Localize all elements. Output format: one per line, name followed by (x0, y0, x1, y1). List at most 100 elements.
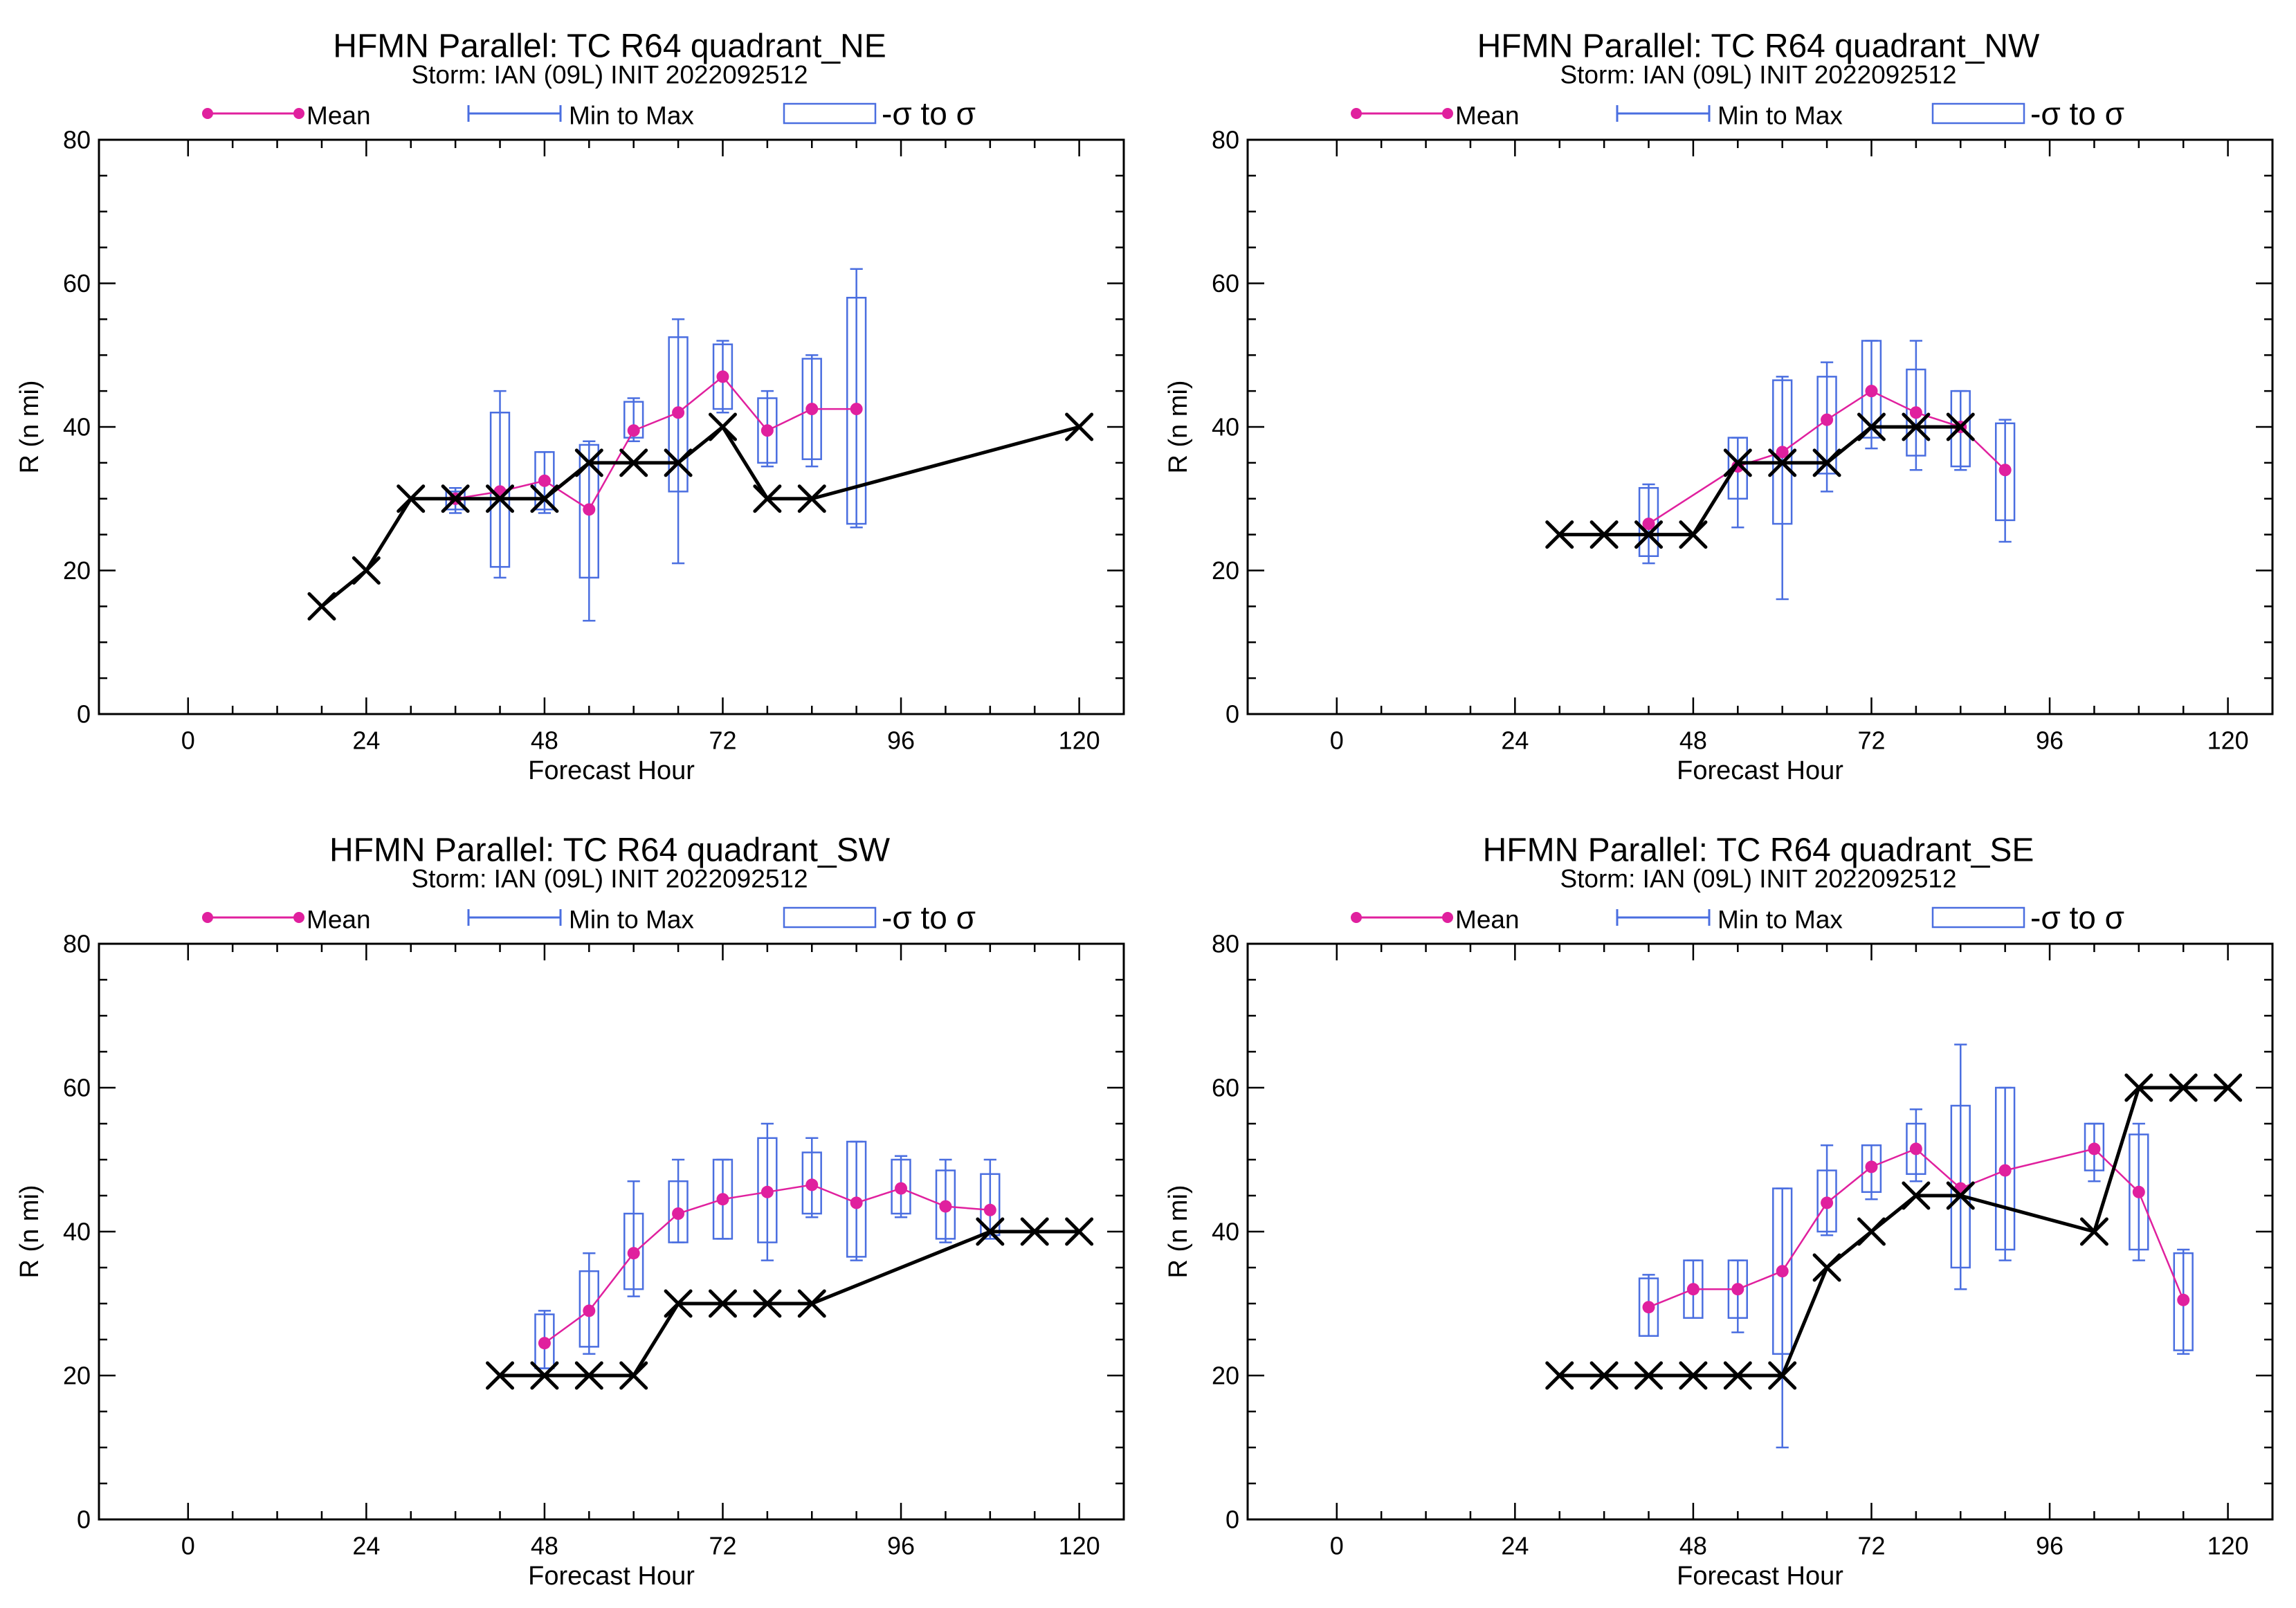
sigma-box (1727, 437, 1748, 500)
observed-marker (1589, 520, 1619, 549)
y-tick-label: 0 (77, 700, 91, 729)
observed-marker (976, 1217, 1005, 1246)
x-tick-label: 24 (1501, 727, 1529, 755)
chart-subtitle: Storm: IAN (09L) INIT 2022092512 (411, 865, 808, 893)
mean-marker (1686, 1283, 1700, 1296)
observed-marker (441, 484, 470, 513)
x-tick-label: 48 (1679, 727, 1707, 755)
mean-marker (583, 1304, 596, 1317)
observed-marker (1679, 1361, 1708, 1390)
y-tick-label: 80 (1212, 930, 1239, 958)
sigma-box (712, 343, 734, 410)
observed-marker (708, 1289, 737, 1318)
ensemble-point (489, 390, 511, 579)
mean-marker (983, 1203, 996, 1216)
observed-marker (1589, 1361, 1619, 1390)
sigma-box (578, 444, 599, 579)
sigma-box (668, 1180, 689, 1243)
y-tick-label: 40 (63, 1218, 91, 1246)
observed-marker (1902, 412, 1931, 441)
x-axis-label: Forecast Hour (1677, 1562, 1843, 1591)
observed-marker (530, 484, 559, 513)
mean-marker (1865, 385, 1878, 398)
mean-marker (1865, 1160, 1878, 1173)
mean-marker (1909, 406, 1922, 419)
x-tick-label: 48 (531, 1532, 558, 1560)
observed-series-line (1559, 425, 1961, 537)
x-tick-label: 0 (1330, 1532, 1344, 1560)
observed-marker (1857, 412, 1886, 441)
observed-marker (486, 484, 515, 513)
observed-marker (797, 484, 826, 513)
x-axis-label: Forecast Hour (1677, 756, 1843, 785)
legend-sigma-label: -σ to σ (882, 95, 976, 131)
mean-marker (716, 1193, 729, 1206)
observed-marker (664, 448, 693, 477)
ensemble-point (980, 1158, 1001, 1240)
observed-marker (1545, 1361, 1574, 1390)
legend-mean-label: Mean (307, 102, 371, 130)
sigma-box (623, 1212, 644, 1290)
ensemble-point (1906, 340, 1926, 471)
sigma-box (1861, 340, 1882, 439)
ensemble-point (1816, 361, 1837, 493)
chart-subtitle: Storm: IAN (09L) INIT 2022092512 (1560, 865, 1956, 893)
mean-marker (2132, 1185, 2145, 1198)
legend-sigma-box (783, 102, 877, 125)
chart-subtitle: Storm: IAN (09L) INIT 2022092512 (411, 61, 808, 89)
observed-marker (1946, 412, 1975, 441)
ensemble-point (1772, 1187, 1793, 1449)
x-tick-label: 24 (1501, 1532, 1529, 1560)
x-tick-label: 120 (2207, 727, 2249, 755)
legend-mean-marker (1351, 912, 1362, 923)
y-tick-label: 80 (63, 126, 91, 154)
legend-range-label: Min to Max (569, 906, 694, 934)
y-tick-label: 20 (63, 1362, 91, 1390)
chart-panel-sw: HFMN Parallel: TC R64 quadrant_SWStorm: … (15, 832, 1125, 1591)
y-axis-label: R (n mi) (1164, 380, 1193, 473)
mean-marker (583, 503, 596, 516)
y-tick-label: 0 (1226, 700, 1239, 729)
sigma-box (623, 401, 644, 439)
observed-marker (753, 1289, 782, 1318)
x-tick-label: 0 (181, 1532, 195, 1560)
plot-frame (98, 138, 1125, 715)
y-tick-label: 0 (1226, 1506, 1239, 1534)
observed-marker (619, 1361, 648, 1390)
observed-marker (1020, 1217, 1049, 1246)
legend: Mean Min to Max -σ to σ (202, 899, 976, 935)
sigma-box (2129, 1133, 2149, 1251)
mean-marker (716, 370, 729, 383)
chart-panel-ne: HFMN Parallel: TC R64 quadrant_NEStorm: … (15, 28, 1125, 785)
sigma-box (534, 1313, 555, 1369)
y-tick-label: 20 (1212, 556, 1239, 585)
x-tick-label: 96 (2036, 1532, 2063, 1560)
mean-marker (2088, 1142, 2101, 1155)
legend-sigma-label: -σ to σ (882, 899, 976, 935)
legend-sigma-box (783, 906, 877, 929)
mean-series-line (1648, 1147, 2185, 1308)
mean-marker (1909, 1142, 1922, 1155)
ensemble-point (668, 1158, 689, 1243)
mean-marker (805, 1178, 819, 1191)
legend-mean-marker (1442, 108, 1453, 119)
legend: Mean Min to Max -σ to σ (1351, 95, 2124, 131)
x-tick-label: 96 (2036, 727, 2063, 755)
mean-marker (672, 406, 685, 419)
y-tick-label: 60 (63, 269, 91, 298)
x-tick-label: 120 (1059, 1532, 1100, 1560)
sigma-box (712, 1158, 734, 1240)
sigma-box (935, 1169, 956, 1240)
observed-marker (1634, 1361, 1664, 1390)
plot-frame (1246, 942, 2274, 1521)
y-tick-label: 60 (1212, 1074, 1239, 1102)
mean-marker (760, 1185, 774, 1198)
y-tick-label: 0 (77, 1506, 91, 1534)
sigma-box (1772, 1187, 1793, 1355)
observed-marker (397, 484, 426, 513)
observed-marker (1065, 1217, 1094, 1246)
observed-marker (1723, 448, 1752, 477)
legend-sigma-box (1931, 906, 2025, 929)
observed-marker (574, 1361, 603, 1390)
